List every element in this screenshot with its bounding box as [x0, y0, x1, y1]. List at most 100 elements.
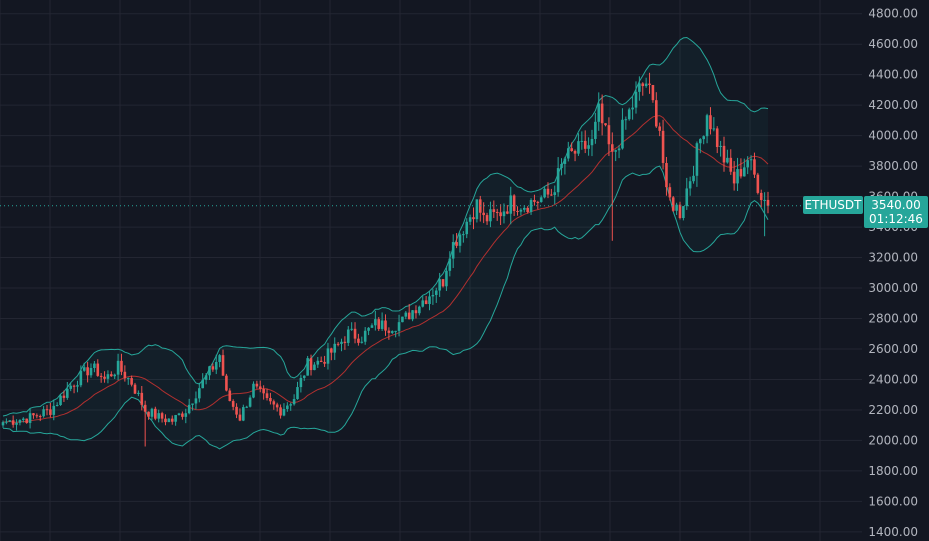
- candle-body: [678, 204, 682, 219]
- candle-body: [688, 181, 692, 189]
- candle-body: [736, 169, 739, 184]
- candle-body: [641, 83, 645, 87]
- candle-body: [208, 366, 211, 376]
- candle-body: [665, 162, 668, 188]
- candle-body: [89, 368, 93, 376]
- candle-body: [28, 413, 32, 423]
- candle-body: [394, 330, 397, 332]
- candle-body: [279, 407, 282, 416]
- candle-body: [475, 199, 479, 220]
- price-tick-label: 3800.00: [868, 159, 918, 173]
- price-axis[interactable]: 4800.00 4600.00 4400.00 4200.00 4000.00 3800.…: [868, 7, 918, 539]
- candle-body: [15, 422, 18, 425]
- candle-body: [299, 377, 303, 388]
- candle-body: [228, 390, 232, 402]
- candle-body: [262, 388, 265, 394]
- band-upper: [2, 36, 769, 417]
- candle-body: [25, 418, 28, 423]
- candle-body: [1, 422, 5, 426]
- candle-body: [52, 405, 56, 415]
- band-fill: [3, 37, 768, 449]
- candle-body: [93, 363, 96, 369]
- candle-body: [137, 392, 140, 394]
- candle-body: [194, 398, 198, 404]
- candle-body: [126, 378, 130, 380]
- candle-body: [512, 195, 516, 211]
- candle-body: [407, 312, 411, 320]
- candle-body: [594, 121, 597, 139]
- candle-body: [418, 306, 421, 314]
- candle-body: [675, 204, 678, 211]
- candle-body: [289, 404, 293, 406]
- candle-body: [556, 168, 560, 193]
- band-basis: [2, 115, 769, 423]
- candle-body: [38, 416, 42, 418]
- candle-body: [143, 404, 147, 412]
- candle-body: [610, 144, 614, 152]
- candle-body: [749, 159, 753, 161]
- candle-body: [539, 197, 543, 202]
- candle-body: [756, 174, 760, 193]
- candle-body: [235, 406, 238, 415]
- candle-body: [624, 119, 628, 121]
- candle-body: [113, 374, 117, 377]
- candle-body: [22, 418, 25, 420]
- candle-body: [451, 242, 455, 259]
- candle-body: [140, 392, 144, 405]
- candle-body: [201, 379, 205, 389]
- candle-body: [265, 393, 269, 398]
- candle-body: [648, 83, 651, 86]
- candle-body: [387, 330, 391, 333]
- candle-body: [560, 163, 563, 169]
- candle-body: [184, 413, 188, 417]
- candle-body: [343, 341, 347, 343]
- candle-body: [519, 209, 523, 212]
- candle-body: [330, 348, 333, 353]
- grid: [0, 0, 862, 541]
- candle-body: [55, 404, 59, 406]
- candle-body: [502, 211, 506, 217]
- price-tick-label: 4800.00: [868, 7, 918, 21]
- candle-body: [661, 130, 665, 163]
- candle-body: [404, 312, 408, 317]
- price-tick-label: 4200.00: [868, 98, 918, 112]
- candle-body: [306, 358, 309, 376]
- candle-body: [424, 300, 428, 305]
- candle-body: [759, 192, 763, 201]
- candle-body: [668, 187, 672, 198]
- candle-body: [506, 211, 509, 214]
- candle-body: [72, 385, 76, 387]
- candle-body: [699, 139, 702, 144]
- candle-body: [370, 325, 374, 328]
- candle-body: [157, 413, 161, 419]
- candle-body: [445, 270, 448, 287]
- candle-body: [583, 140, 587, 149]
- candle-body: [654, 100, 658, 127]
- candle-body: [465, 221, 469, 235]
- candle-body: [167, 418, 171, 423]
- candle-body: [316, 360, 320, 365]
- price-tick-label: 4000.00: [868, 129, 918, 143]
- candle-body: [120, 360, 123, 372]
- candle-body: [421, 300, 425, 307]
- candle-body: [269, 397, 272, 402]
- symbol-badge: [803, 196, 863, 214]
- candle-body: [438, 279, 441, 291]
- candle-body: [455, 242, 458, 246]
- candle-body: [363, 330, 367, 342]
- candle-body: [709, 115, 712, 130]
- candle-body: [485, 215, 489, 222]
- candle-body: [621, 119, 624, 149]
- candle-body: [529, 200, 533, 212]
- candle-body: [614, 150, 617, 152]
- price-tick-label: 1400.00: [868, 525, 918, 539]
- candle-body: [79, 370, 83, 386]
- candle-body: [702, 136, 705, 140]
- candle-body: [86, 367, 89, 376]
- candle-body: [553, 192, 557, 196]
- candle-body: [763, 199, 766, 201]
- candle-body: [5, 421, 8, 423]
- candle-body: [719, 145, 722, 147]
